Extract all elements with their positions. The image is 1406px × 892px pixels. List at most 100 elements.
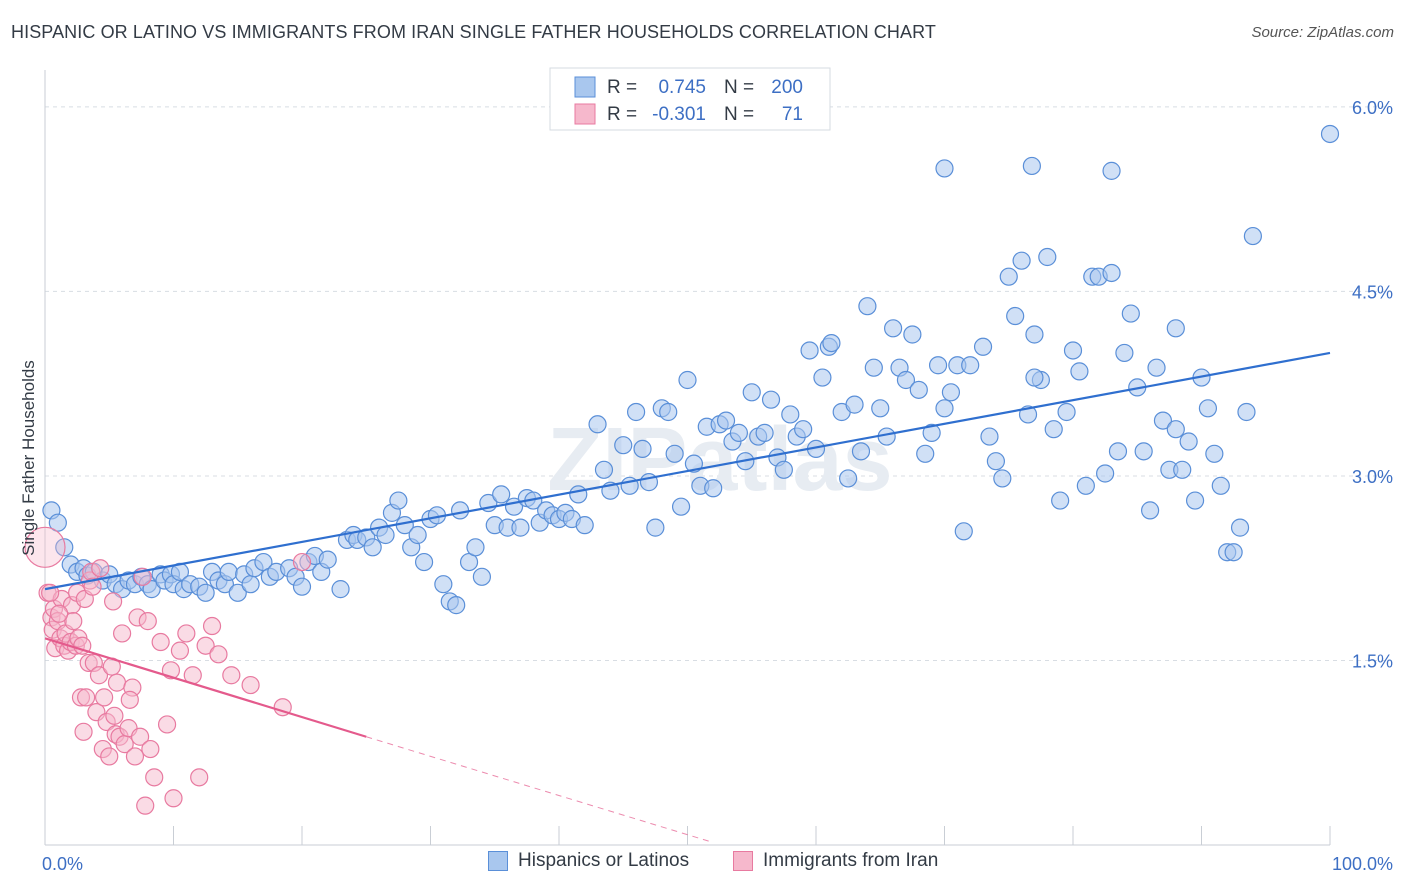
data-point-hispanics — [1153, 411, 1173, 430]
data-point-iran — [83, 577, 102, 596]
data-point-hispanics — [614, 436, 633, 455]
data-point-hispanics — [858, 297, 877, 316]
data-point-iran — [190, 768, 209, 787]
data-point-iran — [130, 727, 150, 746]
data-point-hispanics — [626, 402, 646, 422]
data-point-hispanics — [1179, 432, 1198, 451]
data-point-hispanics — [774, 460, 793, 479]
data-point-hispanics — [318, 550, 337, 569]
y-tick-label: 6.0% — [1352, 98, 1393, 118]
legend-top-n-value: 200 — [771, 77, 803, 98]
axes: 0.0% 100.0% — [42, 70, 1393, 874]
x-tick-label-max: 100.0% — [1332, 854, 1393, 874]
data-point-hispanics — [1237, 402, 1256, 422]
legend-label-iran: Immigrants from Iran — [763, 850, 939, 871]
data-point-hispanics — [408, 525, 427, 545]
data-point-hispanics — [986, 452, 1006, 471]
data-point-hispanics — [55, 538, 74, 557]
data-point-hispanics — [704, 479, 723, 498]
data-point-hispanics — [1051, 491, 1070, 510]
data-point-hispanics — [845, 395, 864, 414]
data-point-hispanics — [1044, 420, 1063, 439]
data-point-iran — [157, 715, 177, 734]
data-point-iran — [64, 612, 83, 631]
data-point-hispanics — [1205, 444, 1224, 463]
data-point-hispanics — [1140, 501, 1160, 520]
data-point-hispanics — [1173, 460, 1192, 479]
data-point-hispanics — [851, 442, 871, 461]
y-tick-label: 4.5% — [1352, 282, 1393, 302]
data-point-iran — [89, 666, 109, 685]
data-point-hispanics — [1147, 358, 1166, 377]
data-point-hispanics — [1166, 319, 1185, 338]
data-point-hispanics — [292, 577, 312, 596]
source-label: Source: ZipAtlas.com — [1251, 24, 1394, 41]
legend-item-iran: Immigrants from Iran — [733, 850, 938, 872]
data-point-hispanics — [48, 513, 67, 532]
data-point-hispanics — [993, 469, 1012, 488]
data-point-iran — [107, 673, 127, 692]
data-point-hispanics — [1070, 362, 1089, 381]
data-point-hispanics — [1108, 442, 1128, 461]
data-point-hispanics — [864, 358, 883, 377]
data-point-hispanics — [389, 491, 408, 510]
data-point-hispanics — [961, 356, 980, 375]
y-axis-label: Single Father Households — [19, 360, 38, 556]
data-point-hispanics — [633, 439, 652, 458]
data-point-iran — [222, 666, 241, 685]
data-point-hispanics — [742, 383, 761, 402]
data-point-iran — [164, 789, 183, 808]
data-point-hispanics — [794, 420, 813, 439]
data-point-hispanics — [1320, 124, 1340, 144]
data-point-iran — [170, 641, 190, 660]
data-point-hispanics — [935, 399, 954, 418]
y-tick-label: 3.0% — [1352, 467, 1393, 487]
data-point-hispanics — [941, 383, 961, 402]
data-point-iran — [241, 675, 260, 695]
data-point-hispanics — [1038, 247, 1057, 267]
data-point-iran — [209, 645, 228, 664]
data-point-iran — [100, 747, 119, 766]
data-point-hispanics — [575, 516, 594, 535]
data-point-hispanics — [363, 538, 382, 557]
data-point-iran — [177, 624, 196, 643]
data-point-hispanics — [729, 423, 749, 442]
legend-swatch-pink — [733, 851, 753, 871]
data-point-hispanics — [871, 399, 890, 418]
data-point-hispanics — [684, 454, 704, 473]
data-point-hispanics — [883, 319, 903, 338]
data-point-hispanics — [228, 583, 247, 602]
data-point-hispanics — [781, 405, 800, 424]
data-point-hispanics — [492, 485, 511, 504]
data-point-iran — [74, 722, 93, 741]
data-point-hispanics — [1230, 518, 1250, 537]
data-point-hispanics — [447, 596, 466, 615]
data-point-hispanics — [954, 522, 973, 541]
data-point-hispanics — [376, 525, 395, 545]
data-point-hispanics — [980, 427, 999, 446]
data-point-hispanics — [916, 444, 935, 463]
data-point-hispanics — [1185, 491, 1205, 510]
trend-lines — [44, 351, 1331, 844]
data-point-hispanics — [511, 518, 530, 537]
data-point-hispanics — [1115, 343, 1134, 363]
data-point-hispanics — [331, 580, 350, 599]
data-point-hispanics — [1198, 399, 1218, 418]
data-point-iran — [138, 612, 157, 631]
legend-top-swatch — [574, 103, 596, 125]
data-point-hispanics — [822, 333, 841, 353]
data-point-hispanics — [922, 423, 941, 442]
data-point-hispanics — [241, 575, 260, 594]
data-point-hispanics — [1063, 341, 1083, 360]
legend-top-r-value: -0.301 — [652, 104, 706, 125]
data-point-iran — [125, 747, 145, 766]
data-point-hispanics — [928, 356, 948, 375]
data-point-hispanics — [450, 501, 470, 520]
data-point-iran — [104, 592, 123, 611]
data-point-iran — [91, 559, 110, 578]
legend-top-r-value: 0.745 — [658, 77, 706, 98]
data-point-hispanics — [678, 370, 697, 390]
data-point-iran — [202, 616, 222, 636]
data-point-iran — [145, 768, 164, 787]
